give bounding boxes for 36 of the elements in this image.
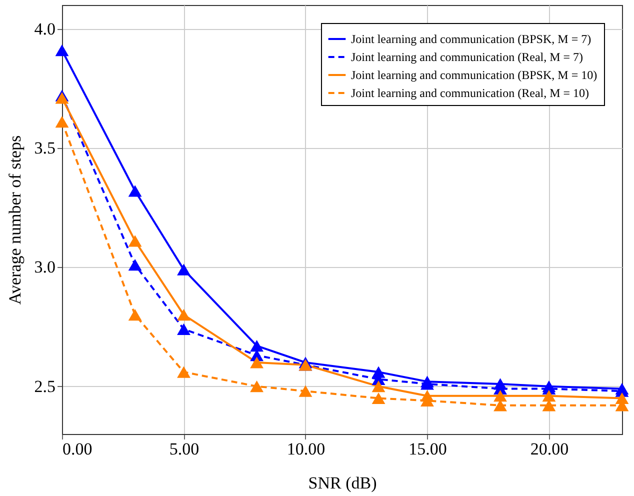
point [128,258,142,271]
x-axis-title: SNR (dB) [308,474,377,492]
point [55,116,69,128]
point [250,380,264,392]
y-tick-label: 3.0 [34,258,56,277]
point [250,356,264,368]
point [128,235,142,247]
legend-label: Joint learning and communication (Real, M = 10) [351,86,590,100]
x-tick-label: 10.00 [286,440,326,458]
point [372,392,386,404]
point [494,400,507,412]
point [250,340,264,352]
point [177,366,190,378]
point [177,264,190,276]
x-tick-label: 5.00 [169,440,200,458]
point [177,323,190,335]
point [372,380,386,392]
y-tick-label: 3.5 [34,138,56,158]
point [128,185,142,197]
x-tick-label: 20.00 [530,440,569,458]
point [542,390,556,402]
point [494,390,507,402]
legend-label: Joint learning and communication (BPSK, M = 7) [351,32,592,46]
y-tick-label: 2.5 [34,376,56,396]
point [55,44,69,56]
y-tick-label: 4.0 [34,19,56,38]
x-tick-label: 15.00 [408,440,447,458]
point [128,309,142,321]
x-tick-label: 0.00 [62,440,92,458]
point [55,92,69,104]
point [542,400,556,412]
legend-label: Joint learning and communication (Real, M = 7) [351,50,584,64]
y-axis-title: Average number of steps [5,135,24,305]
legend-label: Joint learning and communication (BPSK, M = 10) [351,68,598,82]
point [177,309,190,321]
point [298,385,312,397]
